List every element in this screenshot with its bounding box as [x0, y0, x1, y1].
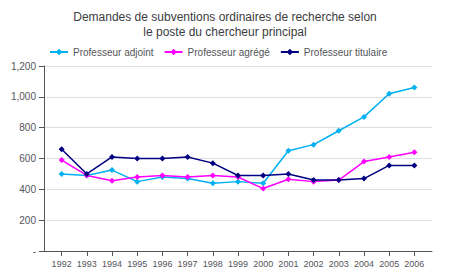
svg-text:1,200: 1,200 [11, 61, 36, 72]
svg-text:2004: 2004 [354, 259, 374, 269]
svg-text:800: 800 [19, 122, 36, 133]
svg-text:Professeur agrégé: Professeur agrégé [188, 47, 271, 58]
svg-text:1999: 1999 [228, 259, 248, 269]
svg-text:200: 200 [19, 215, 36, 226]
svg-text:600: 600 [19, 153, 36, 164]
svg-text:1993: 1993 [77, 259, 97, 269]
svg-text:1995: 1995 [127, 259, 147, 269]
svg-text:le poste du chercheur principa: le poste du chercheur principal [143, 25, 306, 39]
svg-text:1,000: 1,000 [11, 91, 36, 102]
svg-text:2003: 2003 [329, 259, 349, 269]
svg-text:2006: 2006 [404, 259, 424, 269]
svg-text:2000: 2000 [253, 259, 273, 269]
svg-text:2002: 2002 [304, 259, 324, 269]
svg-text:1996: 1996 [152, 259, 172, 269]
svg-text:Professeur titulaire: Professeur titulaire [304, 47, 388, 58]
svg-text:Professeur adjoint: Professeur adjoint [73, 47, 154, 58]
svg-text:1994: 1994 [102, 259, 122, 269]
svg-text:1997: 1997 [178, 259, 198, 269]
svg-text:1992: 1992 [52, 259, 72, 269]
svg-text:Demandes de subventions ordina: Demandes de subventions ordinaires de re… [73, 10, 377, 24]
svg-text:2001: 2001 [278, 259, 298, 269]
svg-text:1998: 1998 [203, 259, 223, 269]
svg-text:2005: 2005 [379, 259, 399, 269]
svg-text:400: 400 [19, 184, 36, 195]
svg-text:-: - [33, 246, 36, 257]
